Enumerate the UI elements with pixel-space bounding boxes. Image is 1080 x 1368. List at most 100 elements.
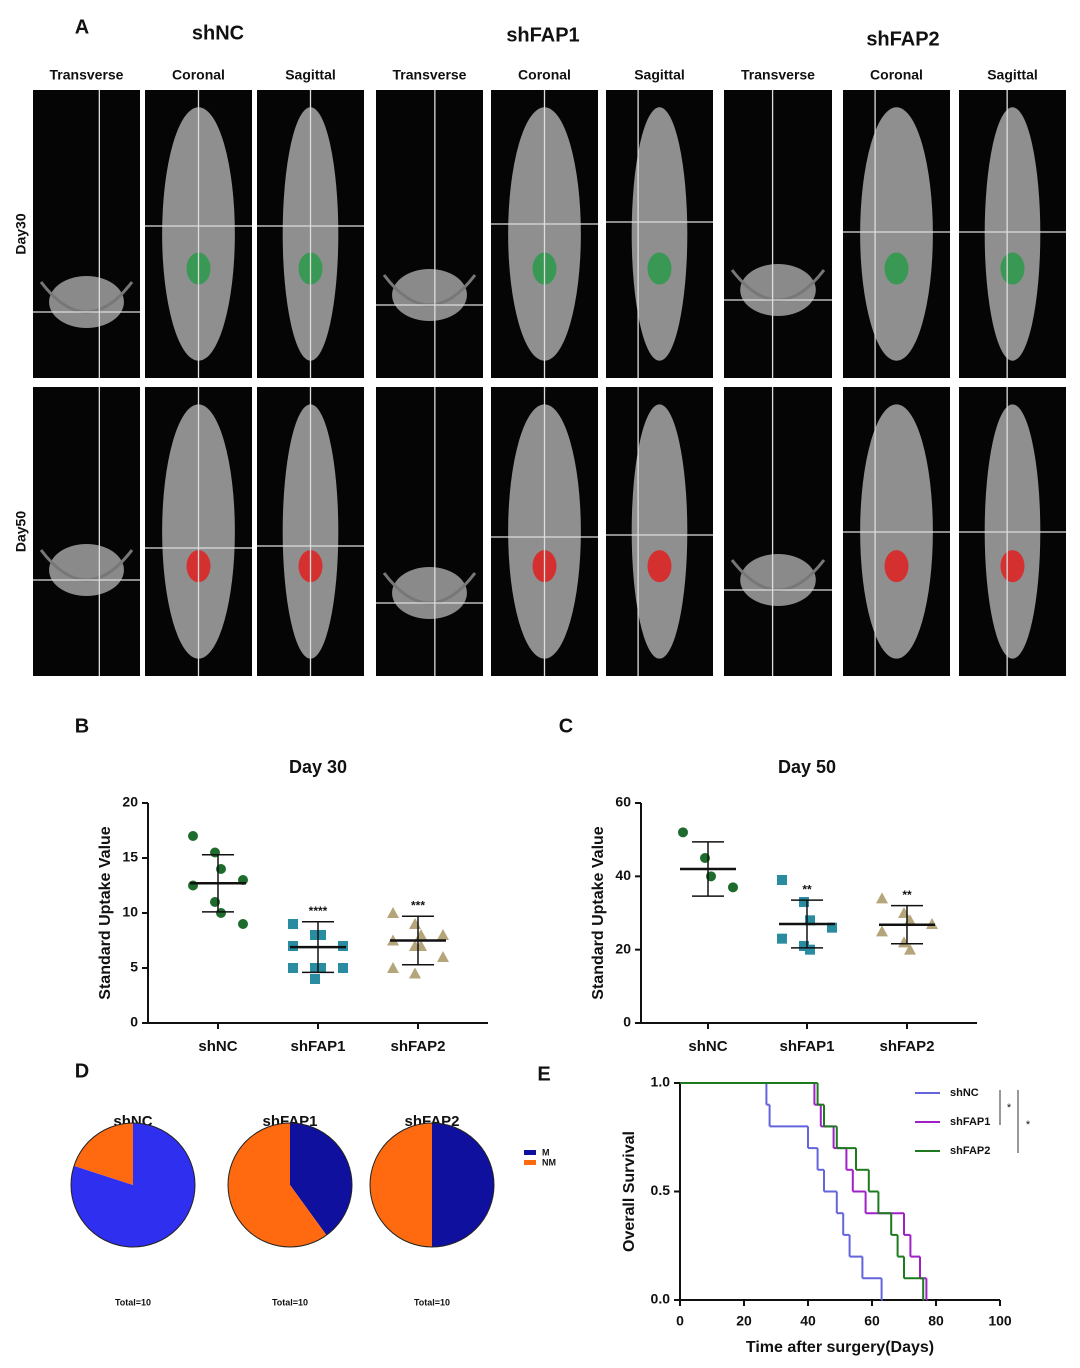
ct-image — [33, 387, 140, 676]
view-label: Sagittal — [634, 67, 685, 83]
x-tick-label: shFAP1 — [290, 1038, 345, 1055]
uptake — [647, 252, 672, 285]
x-tick-label: shNC — [688, 1038, 727, 1055]
x-tick-label: 80 — [928, 1313, 944, 1329]
uptake — [884, 252, 909, 285]
y-tick-label: 0.0 — [651, 1291, 671, 1307]
legend-label: shNC — [950, 1087, 979, 1099]
body-slice — [740, 554, 816, 606]
pie-total: Total=10 — [414, 1297, 450, 1307]
y-tick-label: 10 — [122, 904, 138, 920]
data-point — [310, 963, 320, 973]
x-axis-label: Time after surgery(Days) — [746, 1339, 934, 1356]
body-slice — [392, 567, 467, 619]
uptake — [1000, 252, 1025, 285]
uptake — [884, 550, 909, 583]
x-tick-label: 20 — [736, 1313, 752, 1329]
significance: * — [1026, 1119, 1031, 1131]
data-point — [728, 882, 738, 893]
uptake — [647, 550, 672, 583]
data-point — [188, 831, 198, 841]
x-tick-label: shFAP2 — [879, 1038, 934, 1055]
data-point — [316, 963, 326, 973]
legend-swatch — [524, 1150, 536, 1155]
data-point — [238, 919, 248, 929]
data-point — [904, 943, 916, 955]
x-tick-label: 100 — [988, 1313, 1012, 1329]
data-point — [777, 933, 787, 944]
pie-outline — [70, 1122, 196, 1248]
data-point — [777, 875, 787, 885]
legend-label: shFAP2 — [950, 1145, 990, 1157]
legend-swatch — [524, 1160, 536, 1165]
data-point — [805, 944, 815, 955]
data-point — [188, 880, 198, 891]
data-point — [799, 941, 809, 951]
data-point — [338, 963, 348, 973]
body-slice — [49, 544, 124, 596]
significance: * — [1007, 1102, 1012, 1114]
significance: ** — [902, 888, 912, 902]
data-point — [310, 974, 320, 984]
y-tick-label: 5 — [130, 959, 138, 975]
data-point — [316, 930, 326, 940]
legend-label: NM — [542, 1157, 556, 1167]
data-point — [827, 922, 837, 933]
body-view — [984, 107, 1041, 361]
y-tick-label: 0.5 — [651, 1182, 671, 1198]
pie-slice — [227, 1123, 327, 1247]
y-tick-label: 1.0 — [651, 1074, 671, 1090]
pie-outline — [227, 1122, 353, 1248]
view-label: Coronal — [518, 67, 571, 83]
data-point — [387, 907, 399, 918]
row-label: Day50 — [13, 511, 29, 552]
row-label: Day30 — [13, 213, 29, 254]
legend-label: M — [542, 1147, 550, 1157]
panel-letter: D — [75, 1060, 89, 1082]
pie-outline — [369, 1122, 495, 1248]
view-label: Sagittal — [285, 67, 336, 83]
data-point — [898, 936, 910, 948]
ct-image — [376, 387, 483, 676]
view-label: Transverse — [741, 67, 815, 83]
significance: *** — [411, 898, 425, 912]
data-point — [437, 951, 449, 962]
panel-letter: C — [559, 715, 573, 737]
x-tick-label: 60 — [864, 1313, 880, 1329]
body-view — [631, 107, 688, 361]
panel-letter: B — [75, 715, 89, 737]
ct-image — [376, 90, 483, 378]
data-point — [805, 915, 815, 926]
data-point — [437, 929, 449, 940]
pie-slice — [290, 1123, 352, 1236]
data-point — [409, 967, 421, 979]
body-slice — [740, 264, 816, 316]
y-axis-label: Overall Survival — [621, 1131, 638, 1252]
pie-total: Total=10 — [115, 1297, 151, 1307]
pie-total: Total=10 — [272, 1297, 308, 1307]
uptake — [1000, 550, 1025, 583]
data-point — [876, 892, 888, 904]
ct-image — [724, 90, 832, 378]
y-axis-label: Standard Uptake Value — [97, 826, 114, 999]
significance: **** — [309, 904, 328, 918]
view-label: Transverse — [393, 67, 467, 83]
x-tick-label: shFAP2 — [390, 1038, 445, 1055]
data-point — [387, 962, 399, 973]
pie-slice — [74, 1123, 133, 1185]
y-tick-label: 20 — [615, 940, 631, 956]
panel-letter: E — [537, 1063, 550, 1085]
pie-slice — [370, 1123, 432, 1247]
y-axis-label: Standard Uptake Value — [590, 826, 607, 999]
y-tick-label: 20 — [122, 794, 138, 810]
y-tick-label: 15 — [122, 849, 138, 865]
view-label: Transverse — [50, 67, 124, 83]
view-label: Sagittal — [987, 67, 1038, 83]
y-tick-label: 60 — [615, 794, 631, 810]
data-point — [288, 963, 298, 973]
body-slice — [49, 276, 124, 328]
x-tick-label: shNC — [198, 1038, 237, 1055]
y-tick-label: 40 — [615, 867, 631, 883]
data-point — [678, 827, 688, 838]
